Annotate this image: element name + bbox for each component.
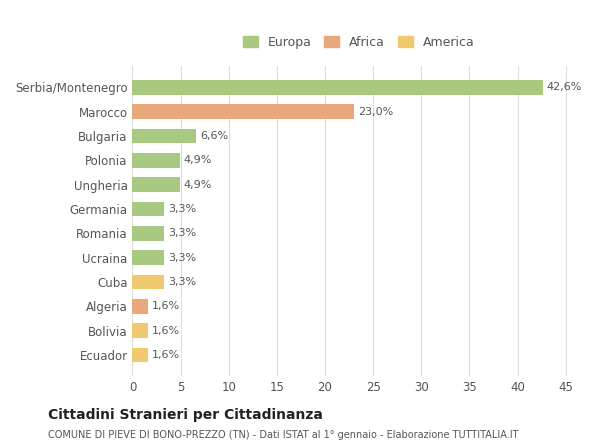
Text: 3,3%: 3,3% bbox=[168, 228, 196, 238]
Text: 6,6%: 6,6% bbox=[200, 131, 228, 141]
Bar bbox=[133, 202, 164, 216]
Bar bbox=[133, 299, 148, 314]
Text: 4,9%: 4,9% bbox=[184, 155, 212, 165]
Text: 3,3%: 3,3% bbox=[168, 204, 196, 214]
Legend: Europa, Africa, America: Europa, Africa, America bbox=[239, 32, 478, 52]
Bar bbox=[133, 275, 164, 289]
Text: Cittadini Stranieri per Cittadinanza: Cittadini Stranieri per Cittadinanza bbox=[48, 408, 323, 422]
Bar bbox=[133, 80, 542, 95]
Bar bbox=[133, 323, 148, 338]
Bar bbox=[133, 226, 164, 241]
Bar bbox=[133, 348, 148, 362]
Text: COMUNE DI PIEVE DI BONO-PREZZO (TN) - Dati ISTAT al 1° gennaio - Elaborazione TU: COMUNE DI PIEVE DI BONO-PREZZO (TN) - Da… bbox=[48, 430, 518, 440]
Text: 23,0%: 23,0% bbox=[358, 107, 393, 117]
Text: 1,6%: 1,6% bbox=[152, 301, 180, 311]
Text: 1,6%: 1,6% bbox=[152, 326, 180, 336]
Bar bbox=[133, 129, 196, 143]
Text: 3,3%: 3,3% bbox=[168, 277, 196, 287]
Text: 42,6%: 42,6% bbox=[547, 82, 582, 92]
Text: 1,6%: 1,6% bbox=[152, 350, 180, 360]
Bar bbox=[133, 104, 354, 119]
Text: 3,3%: 3,3% bbox=[168, 253, 196, 263]
Bar bbox=[133, 153, 179, 168]
Text: 4,9%: 4,9% bbox=[184, 180, 212, 190]
Bar bbox=[133, 177, 179, 192]
Bar bbox=[133, 250, 164, 265]
